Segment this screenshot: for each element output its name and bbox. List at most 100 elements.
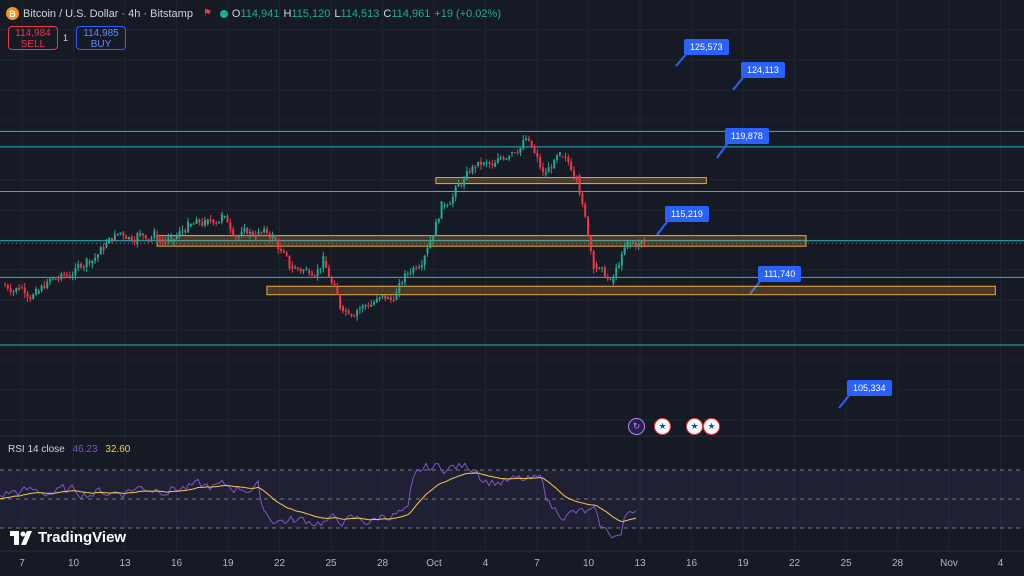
candle-body bbox=[516, 152, 519, 154]
rsi-title: RSI 14 close bbox=[8, 444, 65, 455]
candle-body bbox=[108, 237, 111, 244]
candle-body bbox=[91, 260, 94, 264]
candle-body bbox=[429, 240, 432, 249]
candle-body bbox=[85, 258, 88, 267]
candle-body bbox=[164, 240, 167, 242]
level-label-119878[interactable]: 119,878 bbox=[725, 128, 769, 144]
buy-label: BUY bbox=[90, 39, 112, 50]
candle-body bbox=[51, 277, 54, 280]
candle-body bbox=[220, 214, 223, 222]
candle-body bbox=[218, 221, 221, 224]
candle-body bbox=[268, 233, 271, 239]
candle-body bbox=[463, 178, 466, 186]
candle-body bbox=[308, 270, 311, 274]
candle-body bbox=[4, 285, 6, 287]
symbol-header[interactable]: B Bitcoin / U.S. Dollar · 4h · Bitstamp … bbox=[6, 7, 501, 20]
candle-body bbox=[63, 273, 66, 275]
time-tick-label: 28 bbox=[376, 558, 389, 569]
candle-body bbox=[618, 265, 621, 268]
candle-body bbox=[74, 268, 77, 276]
candle-body bbox=[296, 267, 299, 269]
candle-body bbox=[142, 233, 145, 235]
market-status-icon bbox=[219, 9, 228, 18]
candle-body bbox=[620, 254, 623, 266]
candle-body bbox=[167, 238, 170, 242]
candle-body bbox=[111, 237, 114, 241]
candle-body bbox=[550, 167, 553, 169]
candle-body bbox=[215, 222, 218, 224]
rsi-legend[interactable]: RSI 14 close 46.23 32.60 bbox=[8, 444, 130, 455]
candle-body bbox=[133, 240, 136, 243]
candle-body bbox=[20, 287, 23, 289]
candle-body bbox=[254, 235, 257, 238]
candle-body bbox=[578, 175, 581, 194]
level-label-125573[interactable]: 125,573 bbox=[684, 39, 729, 55]
candle-body bbox=[443, 205, 446, 207]
candle-body bbox=[322, 256, 325, 269]
candle-body bbox=[595, 264, 598, 269]
candle-body bbox=[265, 228, 268, 234]
candle-body bbox=[446, 204, 449, 206]
candle-body bbox=[54, 278, 57, 280]
candle-body bbox=[415, 267, 418, 269]
candle-body bbox=[423, 255, 426, 266]
candle-body bbox=[161, 239, 164, 241]
candle-body bbox=[313, 275, 316, 277]
candle-body bbox=[271, 234, 274, 239]
candle-body bbox=[195, 219, 198, 224]
buy-button[interactable]: 114,985 BUY bbox=[76, 26, 126, 50]
sell-price: 114,984 bbox=[15, 28, 51, 39]
candle-body bbox=[603, 267, 606, 277]
candle-body bbox=[460, 184, 463, 186]
candle-body bbox=[257, 232, 260, 235]
ohlc-change: +19 (+0.02%) bbox=[434, 7, 501, 20]
candle-body bbox=[395, 292, 398, 301]
level-label-115219[interactable]: 115,219 bbox=[665, 206, 709, 222]
candle-body bbox=[615, 267, 618, 277]
candle-body bbox=[280, 249, 283, 251]
us-flag-icon[interactable]: ★ bbox=[703, 418, 720, 435]
candle-body bbox=[491, 164, 494, 166]
candle-body bbox=[288, 255, 291, 269]
candle-body bbox=[99, 247, 102, 255]
candle-body bbox=[240, 231, 243, 236]
candle-body bbox=[384, 295, 387, 299]
ohlc-open: O114,941 bbox=[231, 7, 280, 20]
candle-body bbox=[364, 305, 367, 307]
candle-body bbox=[406, 273, 409, 275]
candle-body bbox=[457, 183, 460, 187]
candle-body bbox=[26, 293, 29, 297]
candle-body bbox=[358, 308, 361, 310]
flag-icon[interactable]: ⚑ bbox=[202, 8, 212, 19]
candle-body bbox=[12, 291, 15, 293]
tradingview-logo[interactable]: TradingView bbox=[10, 529, 126, 546]
symbol-title[interactable]: Bitcoin / U.S. Dollar · 4h · Bitstamp bbox=[23, 7, 193, 20]
candle-body bbox=[291, 266, 294, 269]
crypto-event-icon[interactable]: ↻ bbox=[628, 418, 645, 435]
us-flag-icon[interactable]: ★ bbox=[686, 418, 703, 435]
level-label-124113[interactable]: 124,113 bbox=[741, 62, 785, 78]
candle-body bbox=[502, 157, 505, 160]
candle-body bbox=[203, 220, 206, 226]
level-label-105334[interactable]: 105,334 bbox=[847, 380, 892, 396]
candle-body bbox=[175, 235, 178, 239]
candle-body bbox=[80, 263, 83, 268]
candle-body bbox=[9, 288, 12, 293]
candle-body bbox=[130, 236, 133, 241]
supply-demand-zone bbox=[156, 235, 807, 247]
candle-body bbox=[15, 287, 18, 292]
candle-body bbox=[249, 231, 252, 234]
candle-body bbox=[153, 230, 156, 238]
candle-body bbox=[94, 257, 97, 261]
us-flag-icon[interactable]: ★ bbox=[654, 418, 671, 435]
candle-body bbox=[192, 223, 195, 225]
sell-button[interactable]: 114,984 SELL bbox=[8, 26, 58, 50]
level-label-111740[interactable]: 111,740 bbox=[758, 266, 802, 282]
candle-body bbox=[544, 172, 547, 175]
candle-body bbox=[412, 267, 415, 273]
candle-body bbox=[367, 305, 370, 307]
candle-body bbox=[536, 152, 539, 158]
candle-body bbox=[587, 216, 590, 237]
candle-body bbox=[564, 156, 567, 158]
